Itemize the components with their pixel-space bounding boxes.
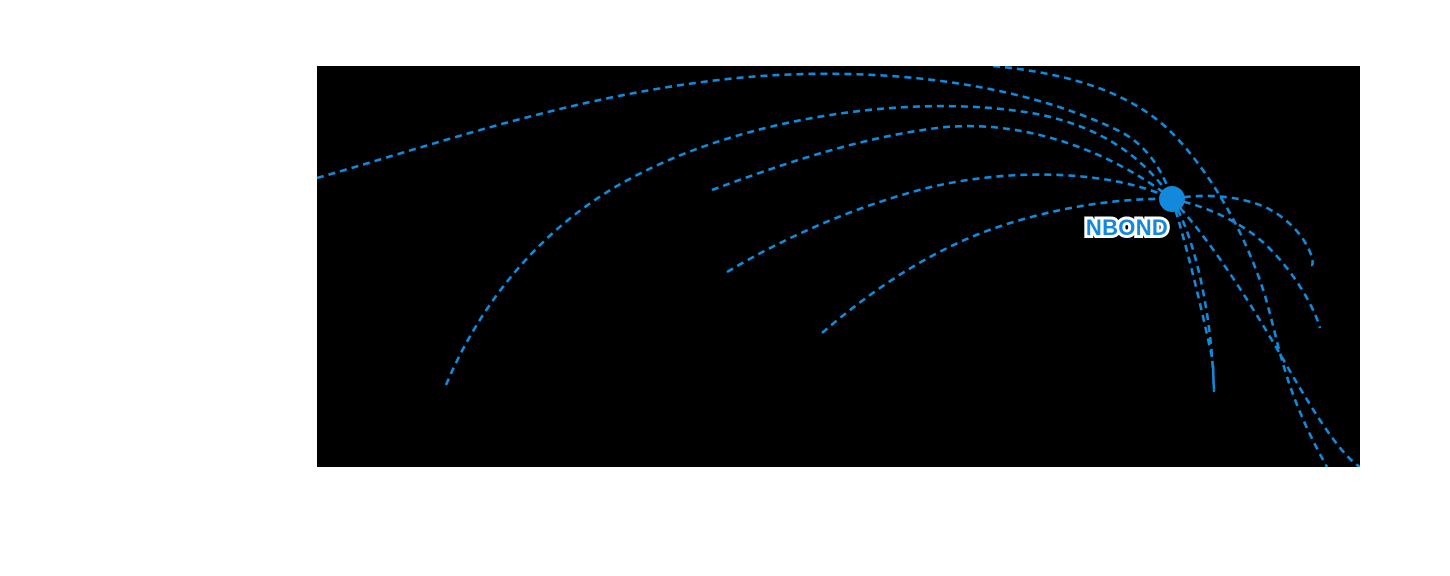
node-label-text: NBOND [1085, 215, 1169, 240]
route-path-5 [821, 197, 1173, 334]
route-path-2 [444, 104, 1174, 386]
route-path-7 [1171, 194, 1314, 267]
node-label-halo: NBOND [1083, 214, 1171, 242]
node-layer: NBOND NBOND [317, 66, 1360, 467]
map-panel[interactable]: NBOND NBOND [317, 66, 1360, 467]
node-label-nbond[interactable]: NBOND NBOND [1083, 214, 1171, 242]
route-path-3 [711, 124, 1173, 201]
route-path-10 [1170, 198, 1215, 363]
route-path-11 [1171, 198, 1360, 467]
route-path-6 [992, 66, 1329, 467]
route-path-1 [317, 72, 1174, 200]
node-marker-nbond[interactable] [1159, 186, 1185, 212]
route-group [317, 66, 1360, 467]
route-path-9 [1170, 198, 1216, 392]
route-path-8 [1171, 197, 1322, 329]
route-path-4 [726, 173, 1173, 274]
route-layer [317, 66, 1360, 467]
